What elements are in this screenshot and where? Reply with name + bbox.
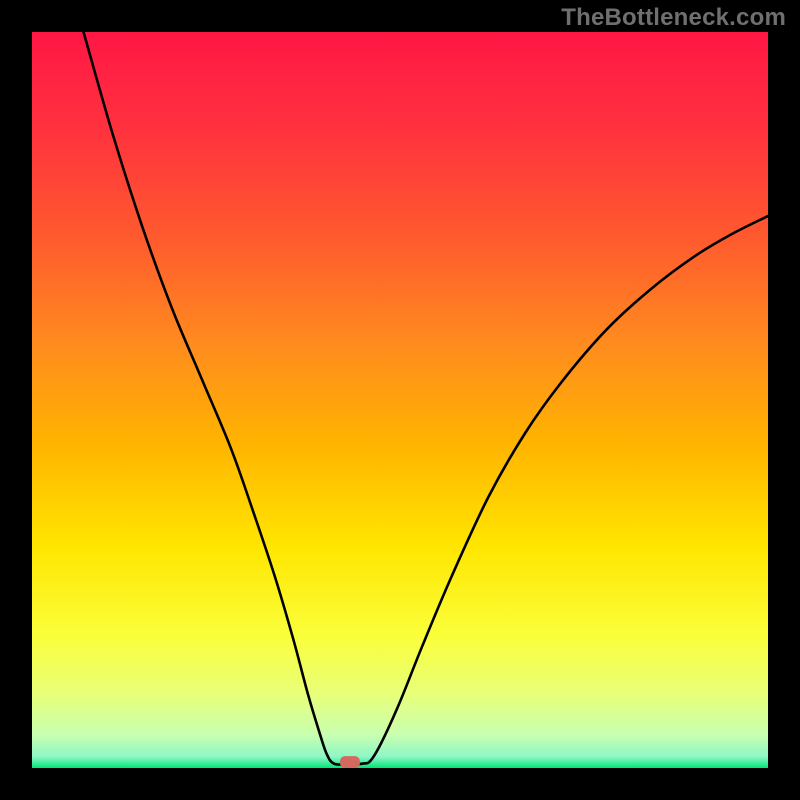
chart-stage: TheBottleneck.com: [0, 0, 800, 800]
watermark-text: TheBottleneck.com: [561, 4, 786, 32]
plot-gradient-background: [32, 32, 768, 768]
optimal-marker: [340, 756, 360, 768]
bottleneck-chart: [0, 0, 800, 800]
